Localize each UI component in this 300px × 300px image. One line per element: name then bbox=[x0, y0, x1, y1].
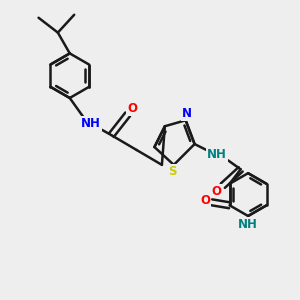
Text: O: O bbox=[127, 102, 137, 115]
Text: NH: NH bbox=[207, 148, 227, 161]
Text: S: S bbox=[168, 165, 176, 178]
Text: NH: NH bbox=[238, 218, 258, 231]
Text: NH: NH bbox=[81, 117, 101, 130]
Text: O: O bbox=[200, 194, 210, 207]
Text: O: O bbox=[212, 184, 222, 197]
Text: N: N bbox=[182, 107, 192, 120]
